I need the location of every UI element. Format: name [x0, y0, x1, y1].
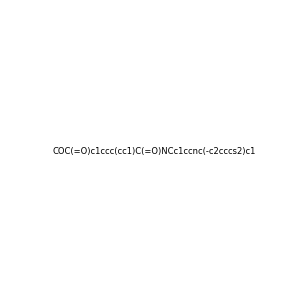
Text: COC(=O)c1ccc(cc1)C(=O)NCc1ccnc(-c2cccs2)c1: COC(=O)c1ccc(cc1)C(=O)NCc1ccnc(-c2cccs2)…	[52, 147, 255, 156]
